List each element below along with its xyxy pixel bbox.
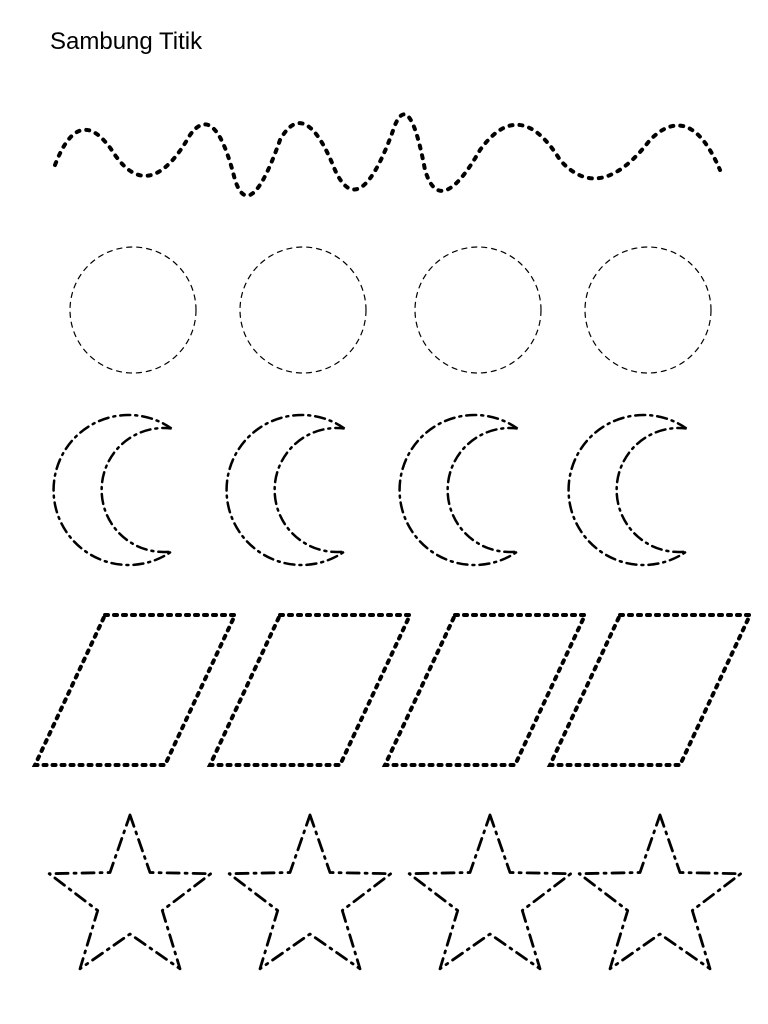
trace-crescent [54, 415, 172, 565]
trace-parallelogram [550, 615, 750, 765]
trace-parallelogram [210, 615, 410, 765]
wavy-line [55, 114, 720, 195]
trace-circle [415, 247, 541, 373]
trace-star [579, 815, 741, 969]
trace-star [229, 815, 391, 969]
trace-star [49, 815, 211, 969]
trace-circle [585, 247, 711, 373]
trace-circle [70, 247, 196, 373]
trace-star [409, 815, 571, 969]
trace-parallelogram [385, 615, 585, 765]
trace-parallelogram [35, 615, 235, 765]
trace-crescent [400, 415, 518, 565]
trace-crescent [569, 415, 687, 565]
trace-circle [240, 247, 366, 373]
worksheet-canvas [0, 0, 768, 1024]
trace-crescent [227, 415, 345, 565]
